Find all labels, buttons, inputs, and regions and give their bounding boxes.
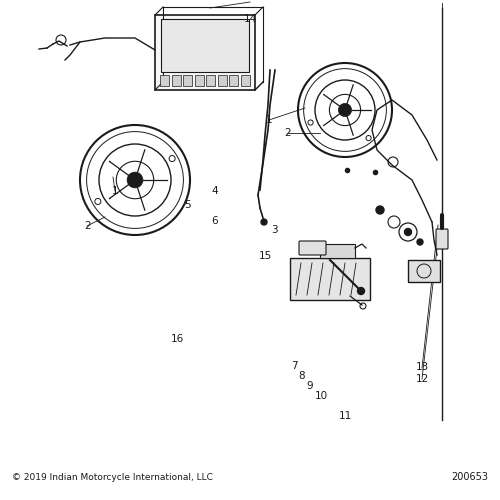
Circle shape: [261, 219, 267, 225]
FancyBboxPatch shape: [194, 75, 203, 86]
Text: 8: 8: [298, 371, 305, 381]
FancyBboxPatch shape: [155, 15, 255, 90]
FancyBboxPatch shape: [299, 241, 326, 255]
Text: 4: 4: [212, 186, 218, 196]
FancyBboxPatch shape: [290, 258, 370, 300]
Circle shape: [366, 136, 371, 140]
Text: 9: 9: [306, 381, 314, 391]
FancyBboxPatch shape: [172, 75, 180, 86]
Text: 3: 3: [270, 225, 278, 235]
Circle shape: [376, 206, 384, 214]
Text: 2: 2: [284, 128, 291, 138]
Text: 7: 7: [290, 361, 298, 371]
Circle shape: [404, 228, 411, 235]
FancyBboxPatch shape: [229, 75, 238, 86]
Text: 1: 1: [266, 115, 272, 125]
Text: 6: 6: [212, 216, 218, 226]
Text: 10: 10: [314, 391, 328, 401]
Text: 1: 1: [112, 186, 118, 196]
FancyBboxPatch shape: [161, 19, 249, 72]
Circle shape: [338, 104, 351, 117]
FancyBboxPatch shape: [206, 75, 215, 86]
Text: 5: 5: [184, 200, 191, 210]
Text: 15: 15: [258, 251, 272, 261]
Circle shape: [169, 156, 175, 162]
FancyBboxPatch shape: [408, 260, 440, 282]
Circle shape: [95, 198, 101, 204]
FancyBboxPatch shape: [183, 75, 192, 86]
Text: 11: 11: [338, 411, 351, 421]
FancyBboxPatch shape: [160, 75, 169, 86]
FancyBboxPatch shape: [240, 75, 250, 86]
Circle shape: [417, 239, 423, 245]
FancyBboxPatch shape: [218, 75, 226, 86]
Circle shape: [308, 120, 313, 125]
Circle shape: [358, 288, 364, 294]
Text: 2: 2: [84, 221, 91, 231]
Text: 200653: 200653: [451, 472, 488, 482]
Text: 12: 12: [416, 374, 429, 384]
Text: 16: 16: [171, 334, 184, 344]
Circle shape: [127, 172, 143, 188]
FancyBboxPatch shape: [320, 244, 355, 258]
Text: © 2019 Indian Motorcycle International, LLC: © 2019 Indian Motorcycle International, …: [12, 473, 213, 482]
Text: 14: 14: [244, 14, 256, 24]
FancyBboxPatch shape: [436, 229, 448, 249]
Text: 13: 13: [416, 362, 429, 372]
